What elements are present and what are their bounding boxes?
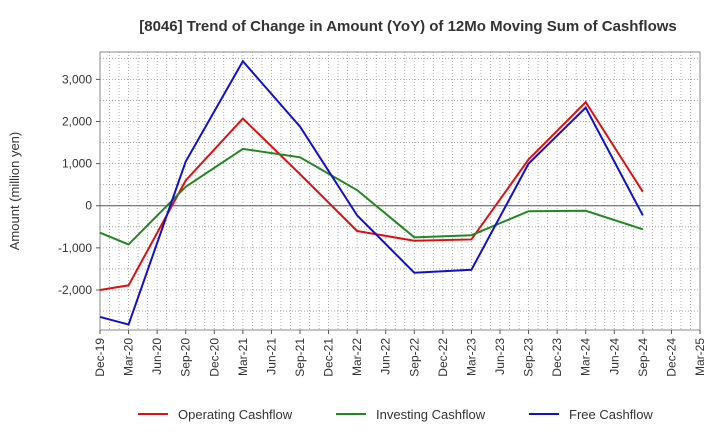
- x-tick-label: Jun-24: [607, 338, 621, 375]
- x-tick-label: Mar-25: [693, 338, 707, 376]
- legend-label: Investing Cashflow: [376, 407, 486, 422]
- y-tick-label: 1,000: [62, 157, 92, 171]
- legend: Operating Cashflow Investing Cashflow Free…: [138, 407, 653, 422]
- x-tick-label: Sep-22: [407, 338, 421, 377]
- legend-label: Free Cashflow: [569, 407, 653, 422]
- legend-label: Operating Cashflow: [178, 407, 293, 422]
- legend-item-investing-cashflow: Investing Cashflow: [336, 407, 486, 422]
- y-tick-label: 3,000: [62, 72, 92, 86]
- x-tick-label: Mar-24: [579, 338, 593, 376]
- x-tick-label: Dec-23: [550, 338, 564, 377]
- legend-item-free-cashflow: Free Cashflow: [529, 407, 653, 422]
- y-axis-label: Amount (million yen): [7, 132, 22, 251]
- x-tick-label: Mar-23: [464, 338, 478, 376]
- x-tick-label: Dec-22: [436, 338, 450, 377]
- axes: 3,000 2,000 1,000 0 -1,000 -2,000 Dec-19 Mar-20…: [58, 72, 707, 376]
- x-tick-label: Sep-21: [293, 338, 307, 377]
- x-tick-label: Mar-21: [236, 338, 250, 376]
- x-tick-label: Sep-20: [179, 338, 193, 377]
- x-tick-label: Dec-21: [322, 338, 336, 377]
- x-tick-label: Jun-22: [379, 338, 393, 375]
- x-tick-label: Dec-24: [664, 338, 678, 377]
- x-tick-label: Mar-22: [350, 338, 364, 376]
- x-tick-label: Dec-20: [207, 338, 221, 377]
- y-tick-label: -2,000: [58, 283, 92, 297]
- x-tick-label: Jun-21: [264, 338, 278, 375]
- series-line-free-cashflow: [99, 59, 644, 326]
- y-tick-label: 0: [85, 199, 92, 213]
- x-tick-label: Jun-20: [150, 338, 164, 375]
- x-tick-label: Jun-23: [493, 338, 507, 375]
- series-lines: [99, 59, 644, 326]
- y-tick-label: 2,000: [62, 115, 92, 129]
- x-tick-label: Mar-20: [122, 338, 136, 376]
- series-line-investing-cashflow: [99, 147, 644, 246]
- legend-item-operating-cashflow: Operating Cashflow: [138, 407, 293, 422]
- plot-area: [99, 51, 701, 331]
- chart-title: [8046] Trend of Change in Amount (YoY) o…: [139, 18, 677, 35]
- x-tick-label: Dec-19: [93, 338, 107, 377]
- x-tick-label: Sep-23: [522, 338, 536, 377]
- grid: [99, 51, 701, 331]
- x-tick-label: Sep-24: [636, 338, 650, 377]
- y-tick-label: -1,000: [58, 241, 92, 255]
